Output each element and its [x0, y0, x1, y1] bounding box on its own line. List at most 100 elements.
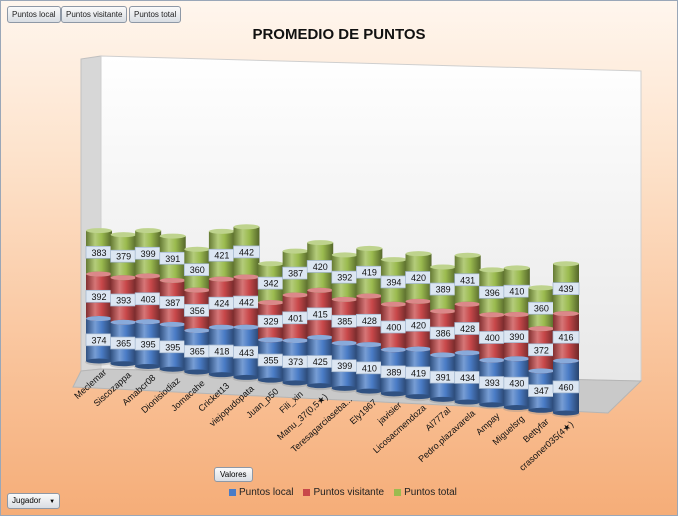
- bar-segment-cap: [553, 261, 579, 267]
- data-label: 442: [239, 247, 254, 257]
- bar-segment-bottom: [258, 377, 285, 383]
- bar-segment-bottom: [528, 407, 555, 413]
- data-label: 399: [141, 249, 156, 259]
- jugador-filter-dropdown[interactable]: Jugador ▼: [7, 493, 61, 509]
- data-label: 400: [386, 322, 401, 332]
- data-label: 365: [116, 339, 131, 349]
- bar-segment-bottom: [380, 391, 407, 397]
- legend-swatch-total: [394, 489, 402, 496]
- data-label: 430: [509, 379, 524, 389]
- bar-segment-cap: [159, 277, 186, 283]
- data-label: 420: [313, 262, 328, 272]
- data-label: 387: [165, 298, 180, 308]
- data-label: 355: [264, 356, 279, 366]
- data-label: 420: [411, 321, 426, 331]
- data-label: 389: [436, 285, 451, 295]
- data-label: 410: [362, 363, 377, 373]
- bar-segment-cap: [380, 257, 407, 263]
- chart-legend: Puntos local Puntos visitante Puntos tot…: [229, 487, 457, 498]
- bar-segment-cap: [258, 261, 285, 267]
- jugador-label: Jugador: [12, 496, 41, 505]
- data-label: 420: [411, 273, 426, 283]
- field-button-puntos-local[interactable]: Puntos local: [7, 6, 61, 23]
- data-label: 347: [534, 386, 549, 396]
- data-label-box: [233, 245, 260, 259]
- data-label: 419: [411, 368, 426, 378]
- bar-segment-bottom: [233, 374, 260, 380]
- bar-segment-cap: [380, 301, 407, 307]
- data-label: 399: [337, 361, 352, 371]
- bar-segment-cap: [405, 346, 432, 352]
- bar-segment-cap: [86, 271, 112, 277]
- bar-segment-bottom: [282, 380, 309, 386]
- valores-field-button[interactable]: Valores: [214, 467, 253, 482]
- data-label: 400: [485, 333, 500, 343]
- data-label: 395: [141, 340, 156, 350]
- data-label: 391: [165, 254, 180, 264]
- bar-segment-cap: [86, 228, 112, 234]
- bar-segment-bottom: [454, 399, 481, 405]
- legend-item-local: Puntos local: [229, 487, 293, 498]
- data-label: 389: [386, 367, 401, 377]
- bar-segment-cap: [159, 233, 186, 239]
- bar-segment-cap: [430, 352, 457, 358]
- data-label: 401: [288, 313, 303, 323]
- bar-segment-cap: [233, 324, 260, 330]
- data-label: 419: [362, 268, 377, 278]
- bar-segment-cap: [110, 232, 137, 238]
- bar-segment-bottom: [430, 396, 457, 402]
- bar-segment-bottom: [86, 358, 112, 364]
- legend-item-visitante: Puntos visitante: [303, 487, 384, 498]
- bar-segment-cap: [331, 340, 358, 346]
- bar-segment-cap: [110, 275, 137, 281]
- bar-segment-cap: [430, 308, 457, 314]
- bar-segment-cap: [430, 264, 457, 270]
- data-label: 383: [91, 248, 106, 258]
- data-label: 428: [460, 324, 475, 334]
- bar-segment-cap: [331, 296, 358, 302]
- bar-segment-cap: [258, 300, 285, 306]
- bar-segment-bottom: [553, 410, 579, 416]
- bar-segment-cap: [282, 338, 309, 344]
- bar-segment-cap: [307, 240, 334, 246]
- data-label: 394: [386, 277, 401, 287]
- bar-segment-bottom: [159, 366, 186, 372]
- data-label: 443: [239, 348, 254, 358]
- bar-segment-cap: [380, 347, 407, 353]
- bar-segment-cap: [528, 326, 555, 332]
- bar-segment-cap: [479, 312, 506, 318]
- bar-segment-bottom: [110, 361, 137, 367]
- bar-segment-bottom: [331, 385, 358, 391]
- data-label: 374: [91, 335, 106, 345]
- legend-swatch-local: [229, 489, 236, 496]
- field-button-puntos-total[interactable]: Puntos total: [129, 6, 182, 23]
- bar-segment-cap: [503, 311, 530, 317]
- legend-item-total: Puntos total: [394, 487, 457, 498]
- data-label: 365: [190, 347, 205, 357]
- chart-title: PROMEDIO DE PUNTOS: [252, 26, 425, 43]
- legend-swatch-visitante: [303, 489, 311, 496]
- bar-segment-cap: [282, 292, 309, 298]
- field-button-puntos-visitante[interactable]: Puntos visitante: [61, 6, 128, 23]
- bar-segment-cap: [528, 285, 555, 291]
- bar-segment-cap: [233, 224, 260, 230]
- data-label: 360: [190, 265, 205, 275]
- data-label: 396: [485, 288, 500, 298]
- bar-segment-bottom: [503, 405, 530, 411]
- data-label: 431: [460, 275, 475, 285]
- bar-segment-bottom: [135, 363, 162, 369]
- bar-segment-cap: [553, 311, 579, 317]
- bar-segment-bottom: [405, 394, 432, 400]
- data-label: 415: [313, 309, 328, 319]
- bar-segment-cap: [503, 265, 530, 271]
- data-label: 379: [116, 252, 131, 262]
- data-label: 460: [558, 382, 573, 392]
- bar-segment-cap: [135, 228, 162, 234]
- bar-segment-cap: [405, 251, 432, 257]
- bar-segment-cap: [331, 252, 358, 258]
- data-label: 442: [239, 298, 254, 308]
- bar-segment-cap: [553, 358, 579, 364]
- data-label: 392: [91, 292, 106, 302]
- bar-segment-cap: [208, 228, 235, 234]
